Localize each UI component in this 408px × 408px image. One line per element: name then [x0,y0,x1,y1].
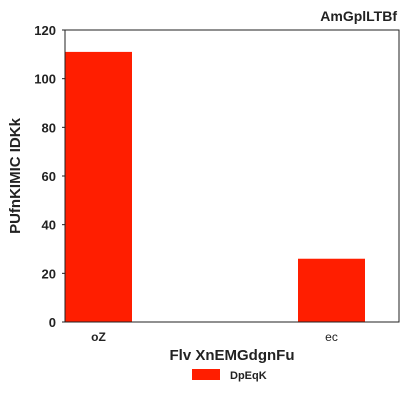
y-axis-label: PUfnKIMIC IDKk [7,117,24,233]
y-tick-label: 80 [42,120,56,135]
x-axis-categories: oZ ec [91,330,338,344]
y-tick-label: 40 [42,218,56,233]
x-axis-label: Flv XnEMGdgnFu [170,347,295,364]
y-axis-ticks: 0 20 40 60 80 100 120 [34,23,65,330]
y-tick-label: 100 [34,72,56,87]
y-tick-label: 120 [34,23,56,38]
x-category-label: oZ [91,330,106,344]
y-tick-label: 60 [42,169,56,184]
y-tick-label: 20 [42,266,56,281]
y-tick-label: 0 [49,315,56,330]
legend-swatch [192,369,220,380]
legend-label: DpEqK [230,370,267,382]
legend: DpEqK [192,369,267,382]
bar [298,258,365,322]
plot-frame [64,29,400,323]
x-category-label: ec [325,330,338,344]
bars [65,51,365,323]
bar [65,51,132,323]
chart-title: AmGplLTBf [320,8,397,24]
